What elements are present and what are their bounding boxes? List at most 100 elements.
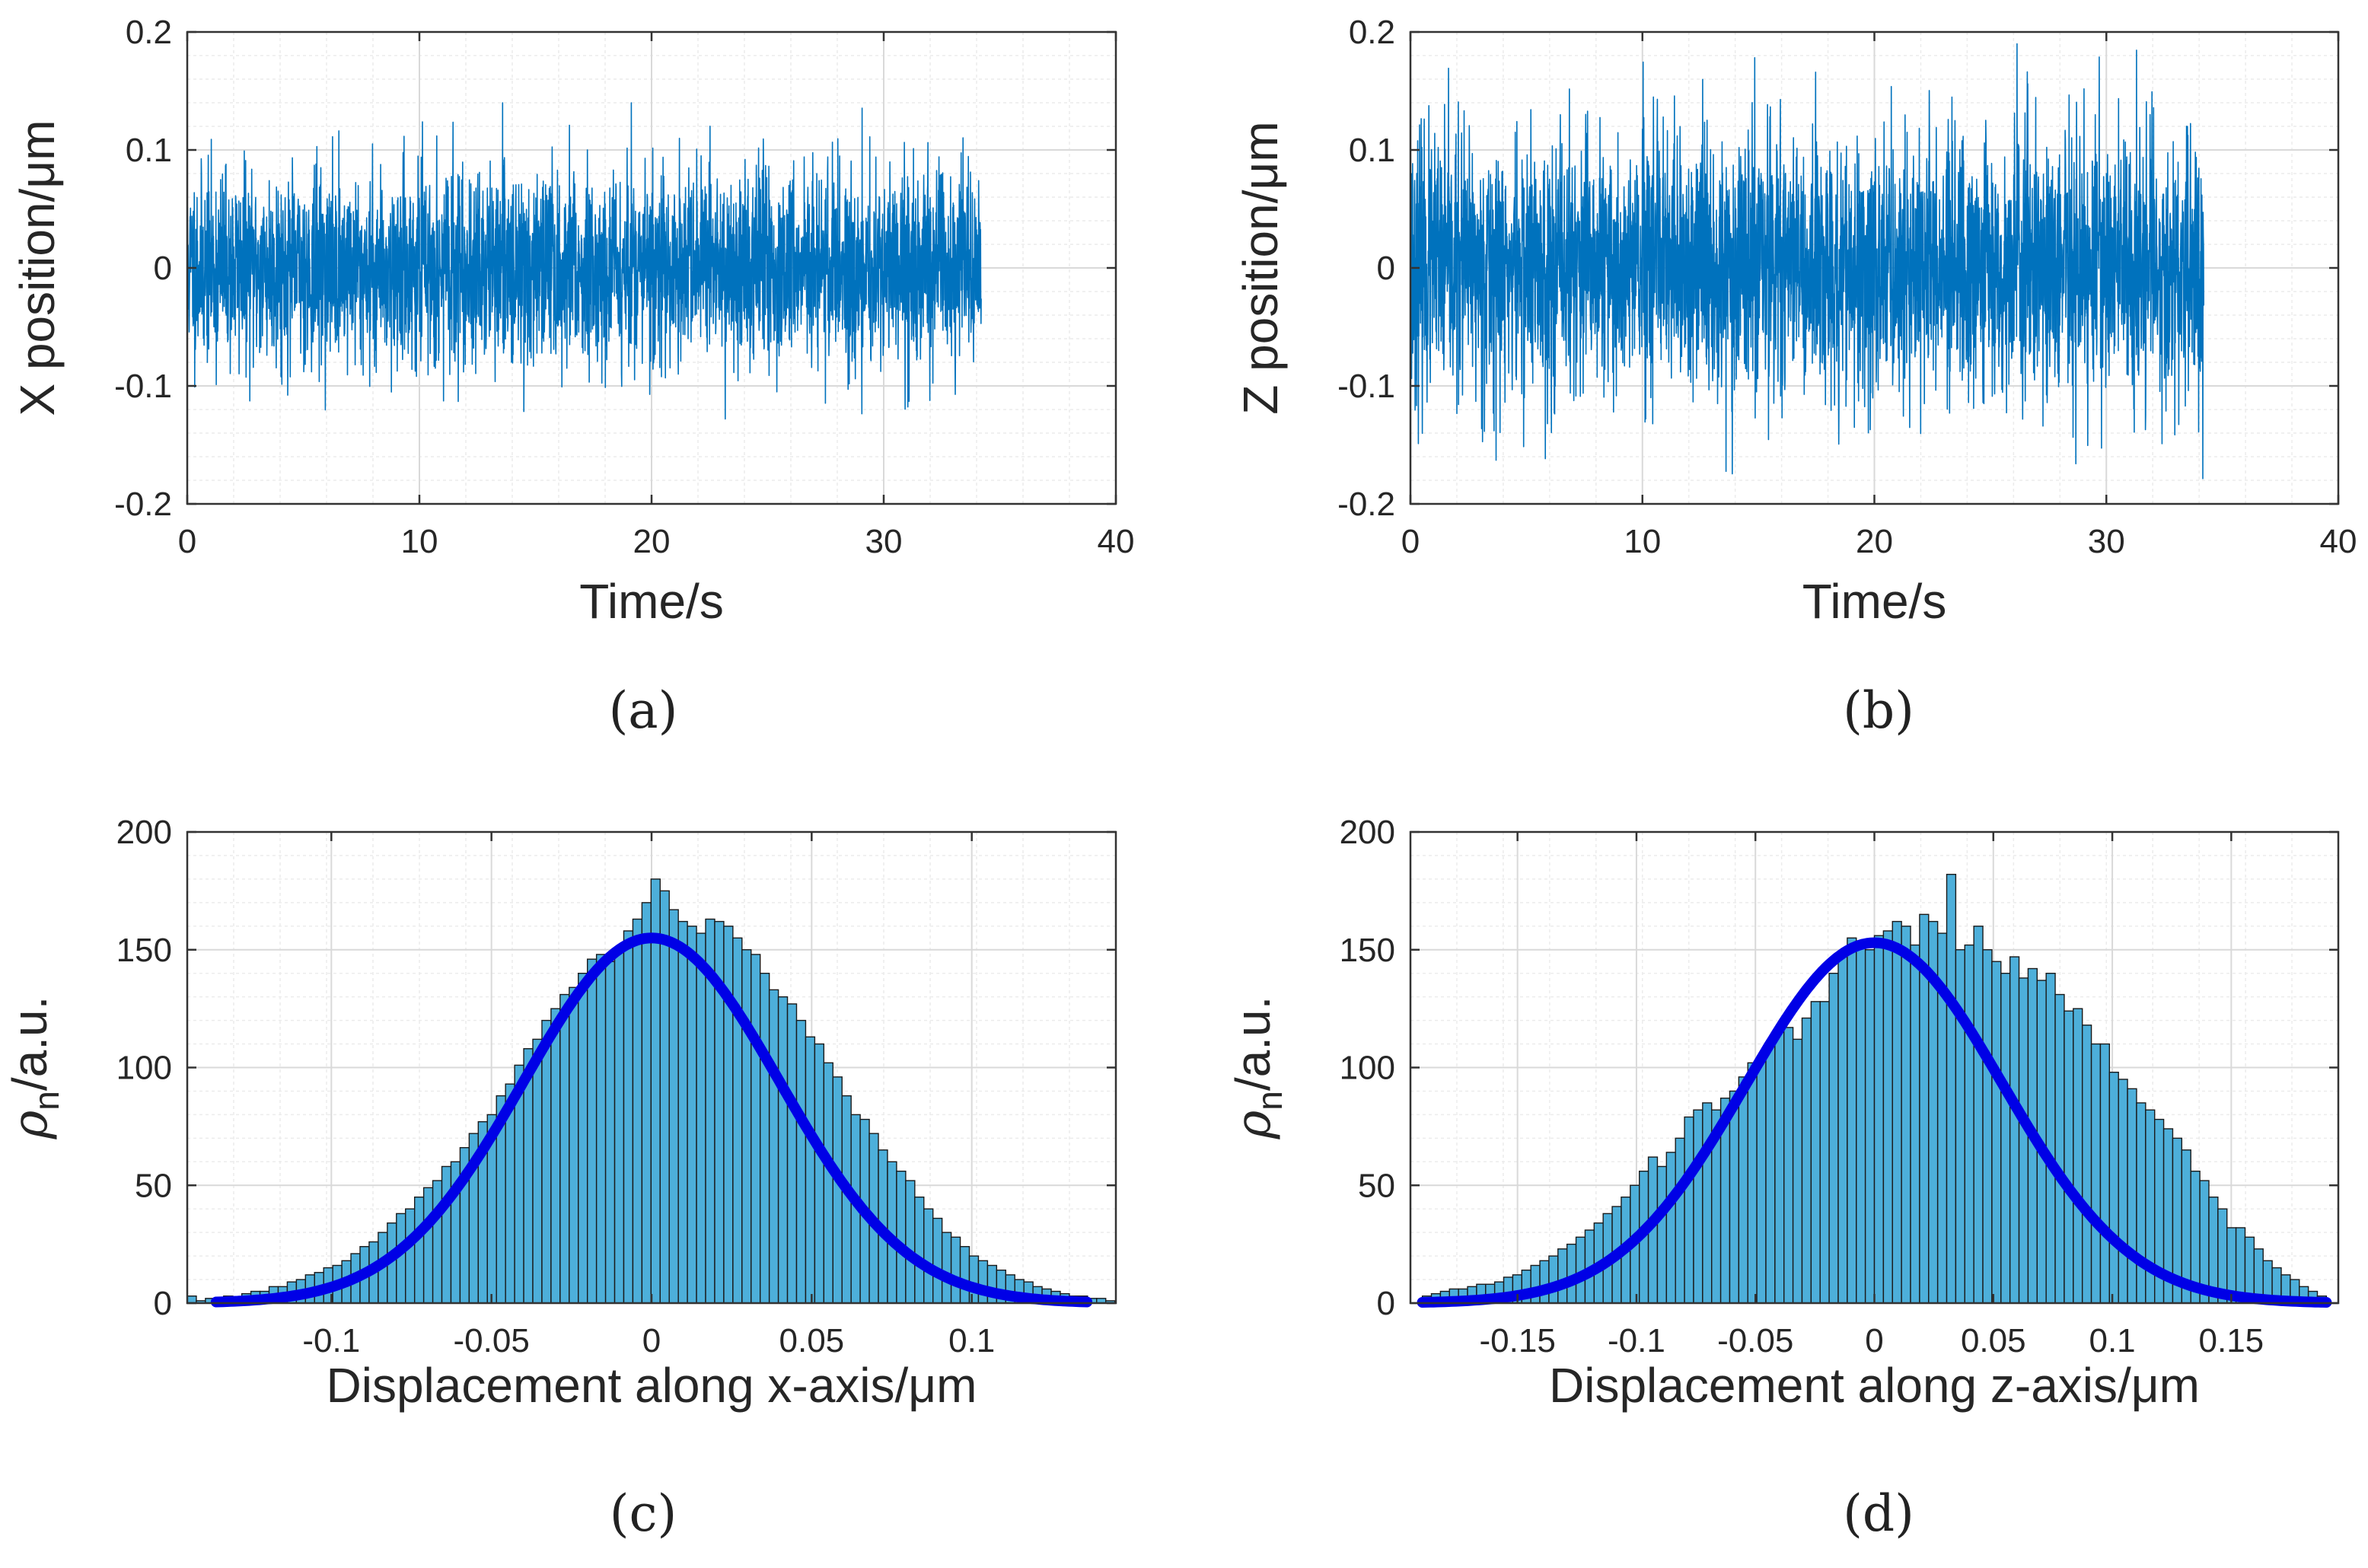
histogram-bar (1837, 956, 1848, 1304)
histogram-bar (1693, 1109, 1703, 1304)
histogram-bar (1991, 961, 2002, 1304)
histogram-bar (1747, 1062, 1758, 1304)
histogram-bar (1656, 1165, 1668, 1304)
y-axis-label: Z position/μm (1233, 121, 1288, 414)
y-tick-label: 0 (154, 250, 172, 287)
histogram-bar (2099, 1043, 2111, 1304)
y-tick-label: -0.1 (1337, 368, 1395, 405)
x-axis-label: Displacement along z-axis/μm (1549, 1358, 2200, 1413)
histogram-bar (2018, 977, 2029, 1304)
histogram-bar (1973, 926, 1984, 1304)
histogram-bar (1847, 937, 1857, 1304)
histogram-bar (2073, 1008, 2083, 1304)
x-tick-label: 20 (1856, 523, 1893, 560)
x-tick-label: 10 (1624, 523, 1661, 560)
x-axis-label: Time/s (579, 574, 724, 629)
y-tick-label: -0.2 (114, 486, 172, 523)
y-tick-label: 0 (1377, 250, 1395, 287)
y-tick-label: 200 (116, 814, 172, 851)
y-axis-label: X position/μm (10, 120, 65, 416)
gaussian-fit-line (210, 932, 1093, 1308)
histogram-bar (1738, 1076, 1748, 1304)
histogram-bar (1964, 944, 1974, 1304)
histogram-bar (1819, 1001, 1830, 1304)
y-axis-label-subscript: n (27, 1091, 66, 1111)
y-tick-label: 50 (135, 1167, 172, 1204)
x-axis-label: Time/s (1802, 574, 1947, 629)
histogram-bar (1539, 1260, 1550, 1304)
x-tick-label: -0.1 (1608, 1322, 1665, 1359)
histogram-bar (2000, 972, 2011, 1304)
y-tick-label: 0 (154, 1285, 172, 1322)
y-axis-label-symbol: ρ (1225, 1110, 1282, 1139)
histogram-bar (2081, 1025, 2092, 1304)
x-tick-label: -0.15 (1480, 1322, 1556, 1359)
y-axis-label: ρn/a.u. (2, 996, 66, 1140)
y-tick-label: 100 (116, 1050, 172, 1087)
x-tick-label: 0 (642, 1322, 661, 1359)
histogram-bar (1557, 1248, 1568, 1304)
histogram-bar (1946, 874, 1957, 1304)
caption-c: (c) (609, 1484, 677, 1543)
histogram-bar (1756, 1057, 1767, 1304)
series-line (186, 102, 982, 420)
histogram-bar (2118, 1079, 2128, 1304)
histogram-bar (1801, 1017, 1812, 1304)
x-tick-label: 0 (178, 523, 196, 560)
histogram-bars (186, 878, 1116, 1304)
y-tick-label: 50 (1358, 1167, 1395, 1204)
histogram-bar (1828, 972, 1839, 1304)
histogram-bar (1901, 926, 1911, 1304)
histogram-bar (1856, 944, 1866, 1304)
y-tick-label: 100 (1340, 1050, 1395, 1087)
x-tick-label: 40 (2320, 523, 2357, 560)
y-tick-label: 0.1 (1349, 132, 1395, 169)
histogram-bar (1882, 930, 1893, 1304)
y-axis-label-unit: /a.u. (2, 996, 57, 1092)
x-tick-label: -0.05 (1717, 1322, 1793, 1359)
histogram-bar (1665, 1152, 1676, 1304)
y-tick-label: -0.1 (114, 368, 172, 405)
x-axis-label: Displacement along x-axis/μm (327, 1358, 977, 1413)
histogram-bar (1873, 935, 1885, 1304)
x-tick-label: 0.1 (948, 1322, 995, 1359)
y-tick-label: 0.1 (126, 132, 172, 169)
y-tick-label: 150 (1340, 932, 1395, 969)
histogram-bar (1783, 1027, 1794, 1304)
histogram-bar (1810, 1001, 1821, 1304)
x-tick-label: -0.05 (454, 1322, 530, 1359)
histogram-bar (1548, 1255, 1559, 1304)
y-tick-label: -0.2 (1337, 486, 1395, 523)
y-axis-label-symbol: ρ (2, 1110, 59, 1139)
x-tick-label: 0.05 (779, 1322, 845, 1359)
histogram-bar (1774, 1031, 1785, 1304)
x-tick-label: 0.1 (2089, 1322, 2135, 1359)
histogram-bar (2108, 1071, 2119, 1304)
y-axis-label: ρn/a.u. (1225, 996, 1289, 1140)
caption-b: (b) (1843, 681, 1914, 740)
x-tick-label: 0 (1401, 523, 1420, 560)
y-tick-label: 200 (1340, 814, 1395, 851)
histogram-bar (1684, 1116, 1694, 1304)
histogram-bar (1675, 1137, 1685, 1304)
series-line (1410, 43, 2204, 480)
x-tick-label: 20 (633, 523, 671, 560)
y-axis-label-unit: /a.u. (1225, 996, 1280, 1092)
histogram-bar (2136, 1102, 2146, 1304)
y-axis-label-subscript: n (1250, 1091, 1289, 1111)
histogram-bar (2009, 956, 2020, 1304)
x-tick-label: 0 (1865, 1322, 1883, 1359)
histogram-bar (2064, 1010, 2074, 1304)
x-tick-label: 0.15 (2199, 1322, 2264, 1359)
histogram-bar (2054, 993, 2065, 1304)
histogram-bar (1864, 949, 1876, 1304)
histogram-bar (1892, 920, 1902, 1304)
histogram-bar (1982, 949, 1993, 1304)
caption-d: (d) (1843, 1484, 1914, 1543)
x-tick-label: 40 (1098, 523, 1135, 560)
